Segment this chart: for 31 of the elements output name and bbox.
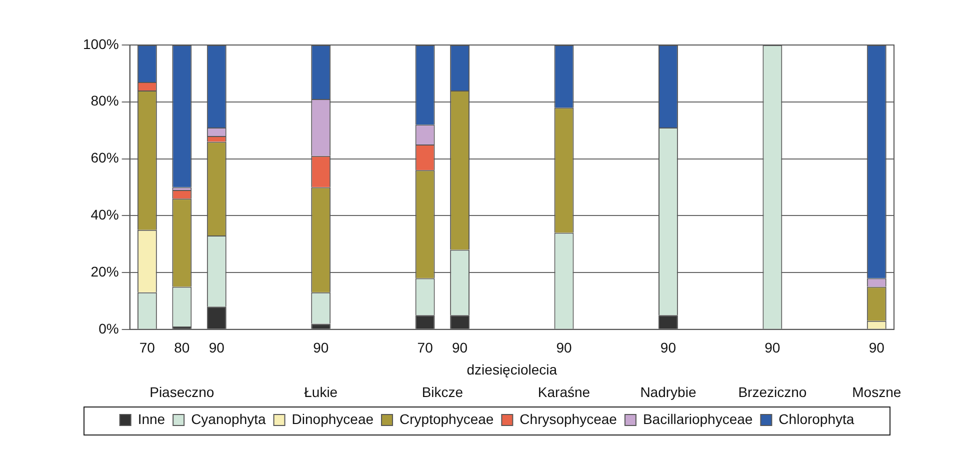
x-tick-label: 90	[868, 340, 885, 356]
legend-label: Chrysophyceae	[520, 410, 618, 427]
legend-label: Cryptophyceae	[400, 410, 494, 427]
legend-label: Bacillariophyceae	[642, 410, 753, 427]
y-tick-label: 0%	[98, 320, 119, 336]
legend-label: Dinophyceae	[292, 410, 374, 427]
x-tick-label: 90	[556, 340, 572, 356]
x-tick-label: 90	[764, 340, 780, 356]
text: Moszne	[852, 384, 902, 400]
text: Łukie	[304, 384, 338, 400]
y-tick-label: 20%	[90, 263, 119, 280]
x-tick-label: 90	[660, 340, 676, 356]
x-tick-label: 80	[174, 340, 190, 356]
text: Bikcze	[422, 384, 464, 400]
legend-label: Chlorophyta	[778, 410, 854, 427]
x-tick-label: 70	[417, 340, 434, 356]
x-tick-label: 70	[139, 340, 156, 356]
x-tick-label: 90	[208, 340, 225, 356]
text: Nadrybie	[640, 384, 696, 400]
legend-label: Cyanophyta	[191, 410, 266, 427]
y-tick-label: 60%	[90, 150, 119, 166]
text: Piaseczno	[150, 384, 214, 400]
x-tick-label: 90	[452, 340, 468, 356]
legend-label: Inne	[138, 410, 166, 427]
y-tick-label: 40%	[90, 206, 119, 222]
y-tick-label: 100%	[82, 36, 119, 52]
text: Karaśne	[538, 384, 590, 400]
x-axis-title: dziesięciolecia	[466, 361, 558, 378]
text: Brzeziczno	[738, 384, 807, 400]
x-tick-label: 90	[313, 340, 329, 356]
y-tick-label: 80%	[90, 92, 119, 109]
